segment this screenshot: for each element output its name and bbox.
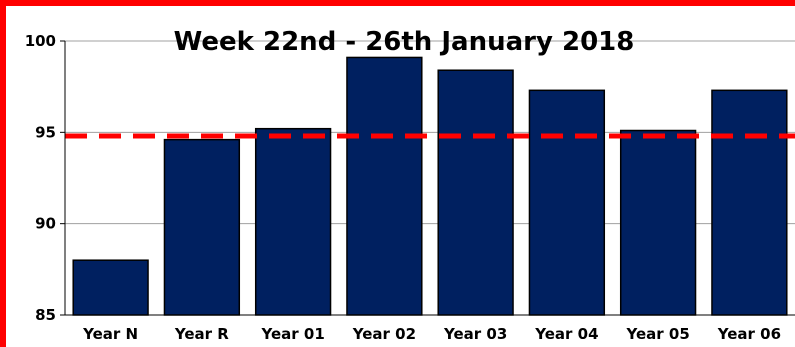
- chart-title: Week 22nd - 26th January 2018: [174, 27, 635, 57]
- y-tick-label: 85: [35, 306, 56, 324]
- y-tick-label: 90: [35, 215, 56, 233]
- x-category-label: Year 01: [260, 325, 324, 343]
- bar-year-03: [437, 69, 514, 316]
- y-tick-labels: 85 90 95 100: [25, 32, 56, 324]
- bar-year-06: [711, 89, 788, 316]
- bar-year-r: [163, 138, 241, 316]
- x-category-label: Year N: [82, 325, 138, 343]
- bars: [72, 56, 788, 316]
- axes: [60, 40, 795, 316]
- x-category-label: Year R: [174, 325, 229, 343]
- bar-year-02: [346, 56, 423, 316]
- bar-year-n: [72, 259, 149, 316]
- bar-year-04: [528, 89, 606, 316]
- y-tick-label: 100: [25, 32, 56, 50]
- x-category-label: Year 06: [717, 325, 781, 343]
- x-category-label: Year 03: [443, 325, 507, 343]
- y-tick-label: 95: [35, 123, 56, 141]
- x-category-label: Year 04: [534, 325, 598, 343]
- x-category-labels: Year N Year R Year 01 Year 02 Year 03 Year 04…: [82, 325, 781, 343]
- x-category-label: Year 05: [625, 325, 689, 343]
- bar-year-01: [254, 127, 332, 316]
- bar-year-05: [619, 129, 697, 316]
- x-category-label: Year 02: [352, 325, 416, 343]
